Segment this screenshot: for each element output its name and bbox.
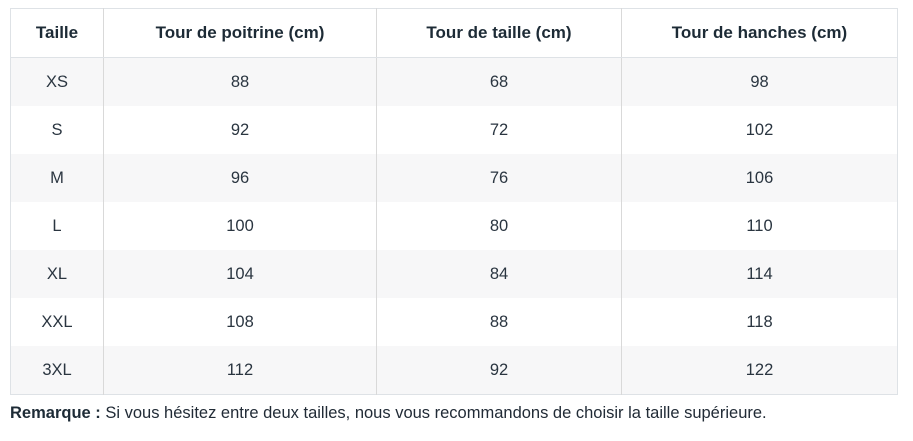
cell-size: M [10,154,104,202]
cell-hips: 98 [750,72,769,91]
size-chart-table: Taille Tour de poitrine (cm) Tour de tai… [10,8,898,395]
table-row: XS 88 68 98 [10,57,898,106]
note-text: Si vous hésitez entre deux tailles, nous… [100,404,767,422]
header-chest: Tour de poitrine (cm) [103,8,377,58]
cell-size: 3XL [10,346,104,395]
header-hips: Tour de hanches (cm) [621,8,898,58]
cell-waist: 72 [376,106,622,154]
cell-hips: 102 [745,120,774,139]
cell-chest: 96 [103,154,377,202]
cell-hips: 122 [745,360,774,379]
cell-size: XS [10,57,104,106]
cell-size: S [10,106,104,154]
table-row: XL 104 84 114 [10,250,898,298]
cell-chest: 104 [103,250,377,298]
cell-size: XL [10,250,104,298]
cell-chest: 108 [103,298,377,346]
table-row: 3XL 112 92 122 [10,346,898,395]
header-size: Taille [10,8,104,58]
table-row: XXL 108 88 118 [10,298,898,346]
size-note: Remarque : Si vous hésitez entre deux ta… [10,402,913,424]
cell-waist: 80 [376,202,622,250]
cell-hips: 114 [746,264,773,283]
cell-hips: 110 [746,216,773,235]
cell-chest: 92 [103,106,377,154]
table-row: M 96 76 106 [10,154,898,202]
cell-waist: 88 [376,298,622,346]
table-row: S 92 72 102 [10,106,898,154]
table-row: L 100 80 110 [10,202,898,250]
cell-waist: 76 [376,154,622,202]
cell-size: XXL [10,298,104,346]
cell-hips: 106 [745,168,774,187]
note-label: Remarque : [10,404,101,422]
cell-chest: 100 [103,202,377,250]
cell-waist: 84 [376,250,622,298]
cell-hips: 118 [746,312,773,331]
cell-chest: 112 [103,346,377,395]
table-header-row: Taille Tour de poitrine (cm) Tour de tai… [10,8,898,58]
cell-size: L [10,202,104,250]
cell-waist: 92 [376,346,622,395]
cell-waist: 68 [376,57,622,106]
cell-chest: 88 [103,57,377,106]
header-waist: Tour de taille (cm) [376,8,622,58]
